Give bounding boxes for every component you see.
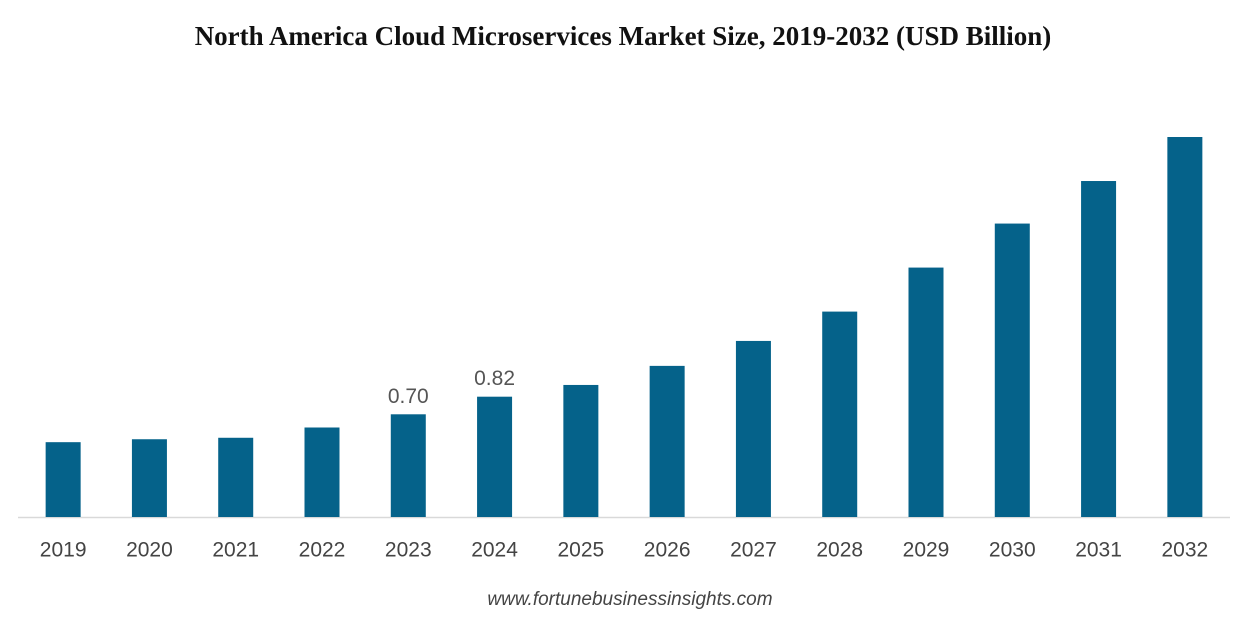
x-tick-label: 2031 xyxy=(1075,539,1122,562)
x-tick-label: 2024 xyxy=(471,539,518,562)
x-tick-label: 2026 xyxy=(644,539,691,562)
x-tick-label: 2020 xyxy=(126,539,173,562)
x-tick-label: 2025 xyxy=(557,539,604,562)
bar xyxy=(304,427,340,517)
x-tick-label: 2028 xyxy=(816,539,863,562)
bar xyxy=(563,384,599,517)
chart-title: North America Cloud Microservices Market… xyxy=(195,21,1052,51)
x-tick-label: 2030 xyxy=(989,539,1036,562)
x-tick-label: 2023 xyxy=(385,539,432,562)
bar xyxy=(1081,181,1117,517)
x-tick-label: 2022 xyxy=(299,539,346,562)
bar xyxy=(822,311,858,517)
value-label: 0.82 xyxy=(474,367,515,390)
source: www.fortunebusinessinsights.com xyxy=(487,589,772,610)
x-tick-label: 2032 xyxy=(1161,539,1208,562)
bar xyxy=(908,267,944,517)
x-tick-label: 2027 xyxy=(730,539,777,562)
bar xyxy=(218,437,254,517)
bar xyxy=(390,414,426,517)
bar xyxy=(994,223,1030,517)
bar xyxy=(131,439,167,517)
value-label: 0.70 xyxy=(388,385,429,408)
bar xyxy=(735,340,771,517)
bar xyxy=(649,365,685,517)
bar xyxy=(1167,137,1203,517)
bar xyxy=(477,396,513,517)
x-tick-label: 2029 xyxy=(903,539,950,562)
bar xyxy=(45,442,81,517)
x-tick-label: 2021 xyxy=(212,539,259,562)
x-tick-label: 2019 xyxy=(40,539,87,562)
